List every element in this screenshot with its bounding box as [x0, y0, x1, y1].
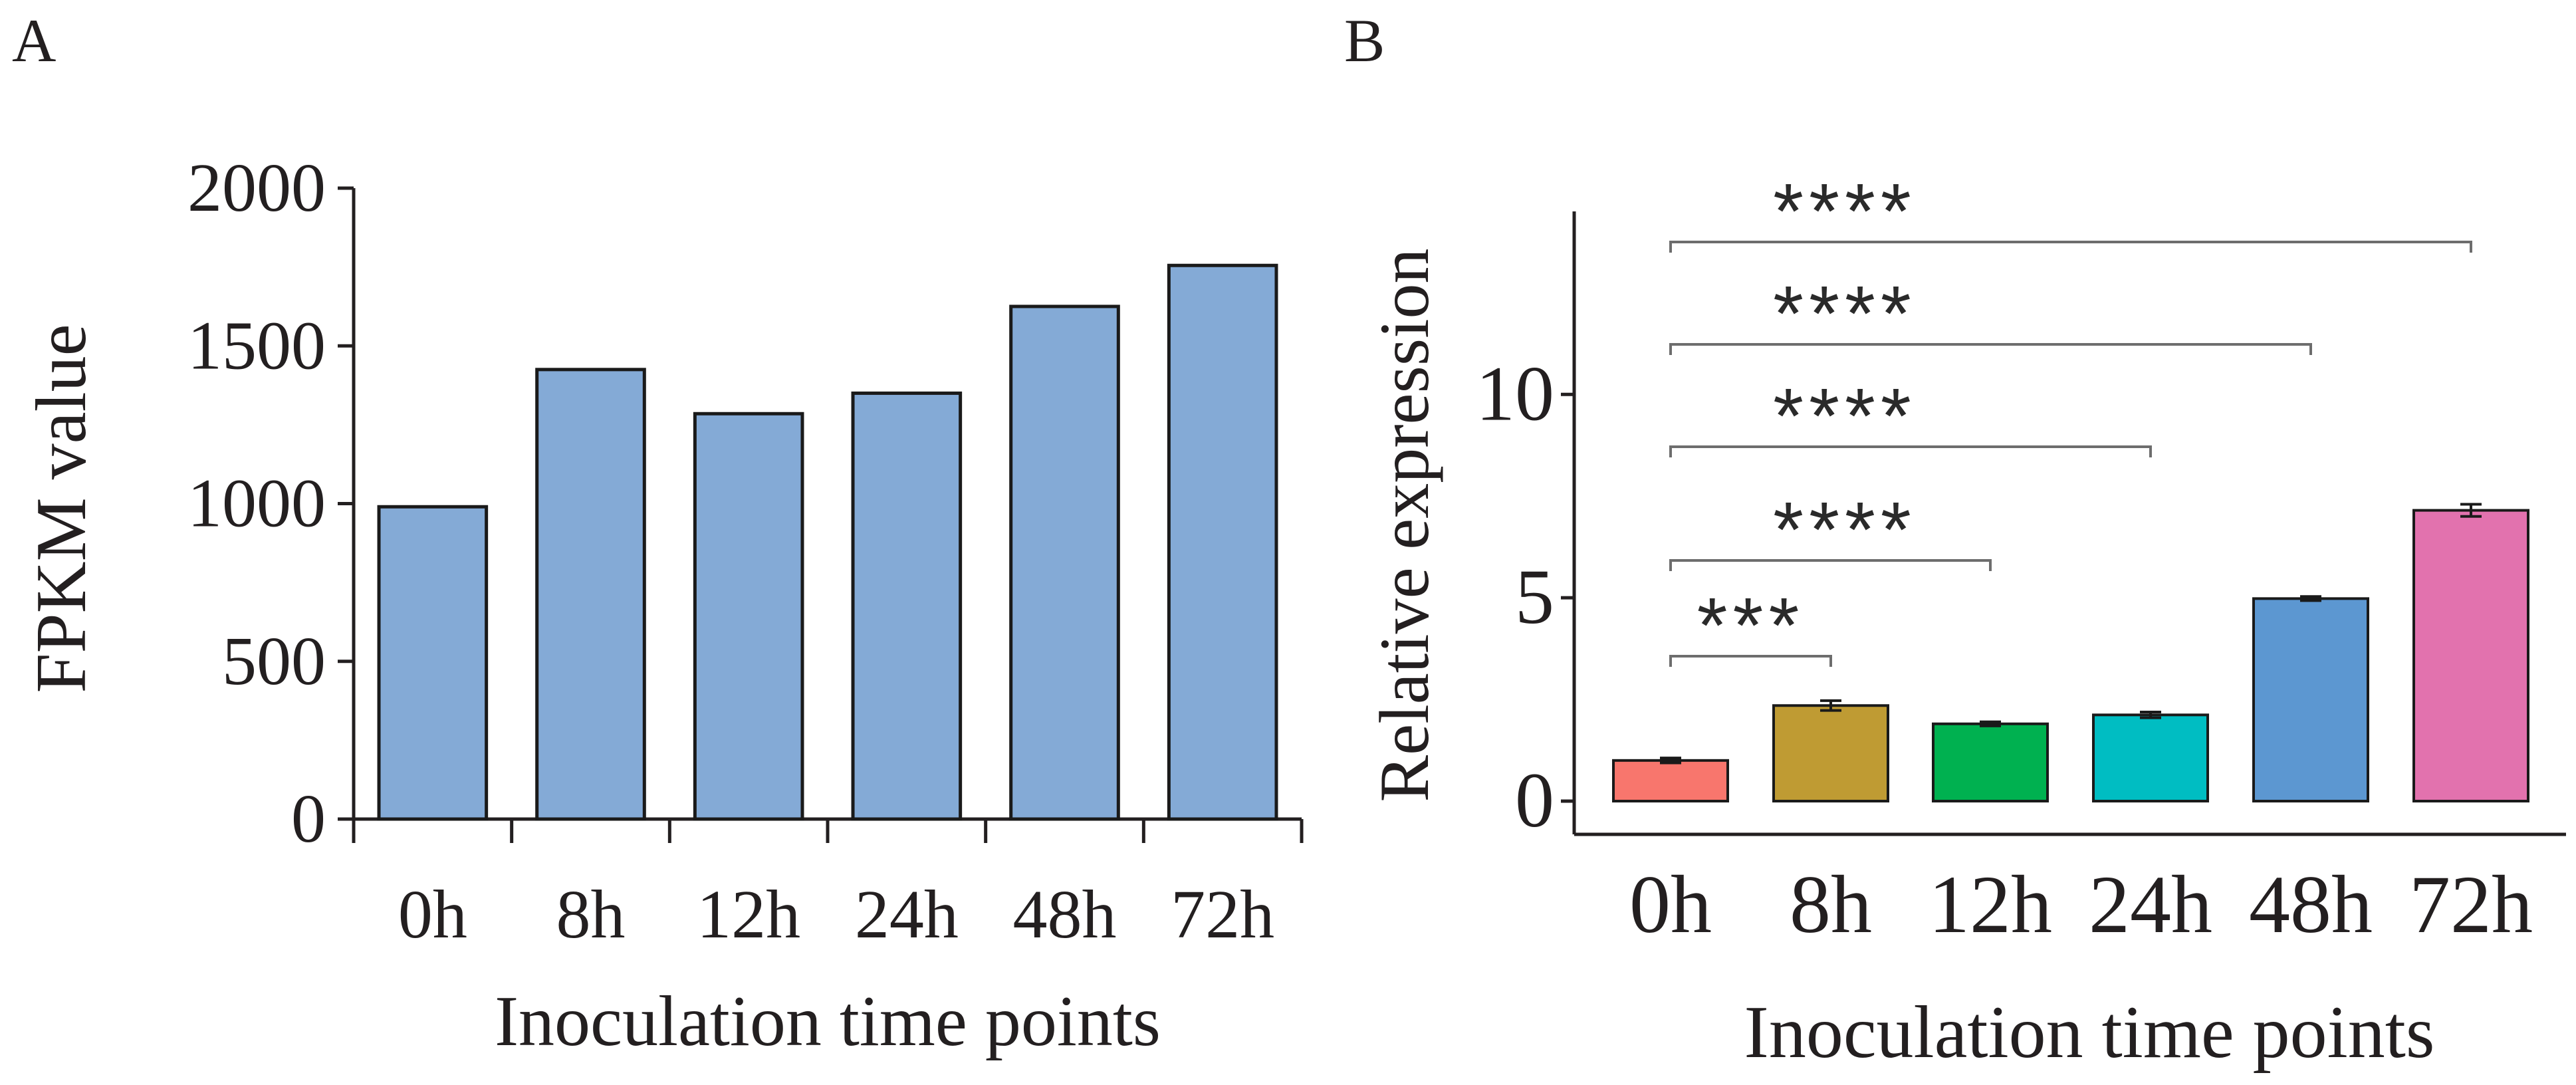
panel-a-x-tick-label: 12h — [697, 876, 800, 953]
panel-a-bar — [377, 505, 489, 821]
panel-b-bracket-line — [1669, 655, 1832, 667]
panel-b-bar — [2412, 509, 2529, 802]
panel-a-x-tick-label: 48h — [1013, 876, 1117, 953]
panel-b-x-tick-label: 12h — [1929, 859, 2052, 950]
panel-a-bar — [693, 412, 804, 821]
panel-b-bracket-line — [1669, 445, 2152, 457]
panel-b-significance-label: **** — [1773, 168, 1917, 255]
panel-b-x-axis-title: Inoculation time points — [1744, 991, 2435, 1074]
panel-a-y-tick-label: 1500 — [187, 307, 326, 384]
panel-b-bar — [2092, 713, 2209, 802]
panel-b-significance-bracket: **** — [1669, 486, 1992, 574]
panel-b-significance-label: *** — [1697, 582, 1805, 669]
panel-b-x-tick-label: 48h — [2249, 859, 2373, 950]
panel-b-bar — [1772, 704, 1889, 803]
panel-b-x-tick-label: 8h — [1790, 859, 1872, 950]
panel-b-bracket-line — [1669, 241, 2472, 253]
panel-a-bar — [1167, 263, 1278, 821]
panel-a-x-tick-label: 24h — [855, 876, 959, 953]
panel-b-significance-bracket: **** — [1669, 168, 2472, 255]
panel-b-significance-label: **** — [1773, 372, 1917, 460]
panel-a-y-tick-label: 2000 — [187, 150, 326, 226]
panel-b-x-tick-label: 24h — [2089, 859, 2212, 950]
panel-b-significance-bracket: **** — [1669, 270, 2312, 358]
panel-b-bar — [2252, 597, 2369, 802]
panel-b-significance-bracket: *** — [1669, 582, 1832, 669]
panel-b-significance-label: **** — [1773, 270, 1917, 358]
panel-b-y-tick-label: 0 — [1515, 757, 1554, 844]
panel-b-label: B — [1344, 7, 1385, 74]
panel-a-x-axis-title: Inoculation time points — [495, 982, 1161, 1061]
panel-b-bar — [1932, 722, 2049, 803]
panel-b-bar — [1612, 759, 1729, 803]
panel-a-y-tick-label: 500 — [222, 623, 326, 699]
panel-a-y-tick-label: 0 — [291, 781, 326, 857]
panel-a: A FPKM value Inoculation time points 0 50… — [12, 7, 1304, 1061]
panel-a-x-tick-label: 0h — [398, 876, 467, 953]
panel-b-y-tick-label: 10 — [1476, 350, 1554, 437]
panel-b-y-tick-label: 5 — [1515, 553, 1554, 640]
panel-a-label: A — [12, 7, 56, 74]
panel-b-x-tick-label: 0h — [1629, 859, 1712, 950]
panel-a-bar — [851, 391, 963, 821]
panel-a-x-tick-label: 8h — [556, 876, 626, 953]
panel-a-x-tick-label: 72h — [1171, 876, 1274, 953]
panel-a-y-tick-label: 1000 — [187, 465, 326, 542]
panel-b-bracket-line — [1669, 559, 1992, 571]
panel-a-y-axis-title: FPKM value — [22, 324, 101, 693]
panel-b-significance-label: **** — [1773, 486, 1917, 574]
panel-a-bar — [1009, 304, 1120, 821]
panel-b-bracket-line — [1669, 343, 2312, 355]
panel-b-x-tick-label: 72h — [2409, 859, 2533, 950]
panel-a-bar — [535, 368, 646, 821]
panel-b-y-axis-title: Relative expression — [1365, 248, 1443, 802]
panel-b: B Relative expression Inoculation time p… — [1344, 7, 2566, 1074]
panel-b-significance-bracket: **** — [1669, 372, 2152, 460]
